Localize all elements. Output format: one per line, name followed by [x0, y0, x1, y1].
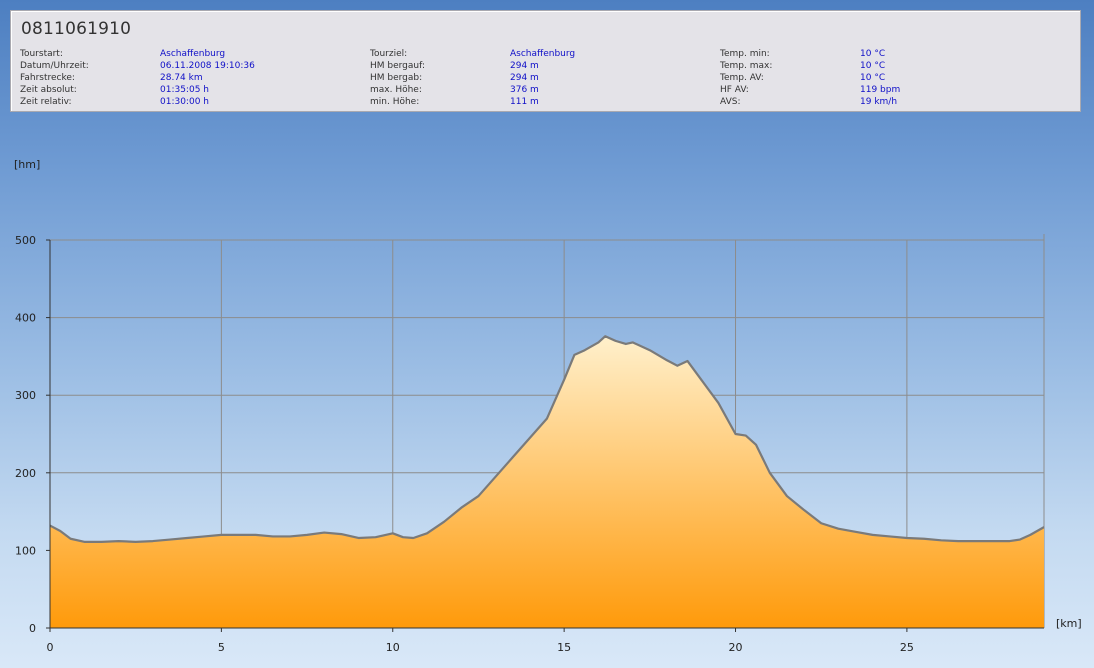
max-hoehe-label: max. Höhe: — [370, 85, 422, 95]
avs-label: AVS: — [720, 97, 741, 107]
info-row: Fahrstrecke: 28.74 km HM bergab: 294 m T… — [11, 72, 1080, 84]
y-tick-label: 100 — [15, 544, 36, 557]
temp-max-value: 10 °C — [860, 61, 886, 71]
y-tick-label: 0 — [29, 622, 36, 635]
min-hoehe-label: min. Höhe: — [370, 97, 420, 107]
y-axis-unit-label: [hm] — [14, 158, 40, 171]
x-tick-label: 25 — [900, 641, 914, 654]
tick-labels: 0 100 200 300 400 500 0 5 10 15 20 25 — [15, 234, 914, 654]
tour-info-grid: Tourstart: Aschaffenburg Tourziel: Ascha… — [11, 48, 1080, 108]
elevation-area — [50, 336, 1044, 628]
temp-min-value: 10 °C — [860, 49, 886, 59]
avs-value: 19 km/h — [860, 97, 898, 107]
y-tick-label: 300 — [15, 389, 36, 402]
hf-av-label: HF AV: — [720, 85, 749, 95]
zeit-relativ-value: 01:30:00 h — [160, 97, 209, 107]
tourziel-label: Tourziel: — [370, 49, 408, 59]
y-tick-label: 200 — [15, 467, 36, 480]
x-tick-label: 20 — [729, 641, 743, 654]
max-hoehe-value: 376 m — [510, 85, 539, 95]
temp-av-value: 10 °C — [860, 73, 886, 83]
info-row: Zeit absolut: 01:35:05 h max. Höhe: 376 … — [11, 84, 1080, 96]
fahrstrecke-value: 28.74 km — [160, 73, 203, 83]
datetime-value: 06.11.2008 19:10:36 — [160, 61, 255, 71]
x-tick-label: 0 — [47, 641, 54, 654]
hf-av-value: 119 bpm — [860, 85, 901, 95]
y-tick-label: 500 — [15, 234, 36, 247]
temp-min-label: Temp. min: — [720, 49, 770, 59]
tourziel-value: Aschaffenburg — [510, 49, 576, 59]
fahrstrecke-label: Fahrstrecke: — [20, 73, 75, 83]
tour-info-panel: 0811061910 Tourstart: Aschaffenburg Tour… — [10, 10, 1081, 112]
tour-id-title: 0811061910 — [21, 19, 132, 39]
hm-bergab-label: HM bergab: — [370, 73, 423, 83]
x-tick-label: 15 — [557, 641, 571, 654]
tourstart-value: Aschaffenburg — [160, 49, 226, 59]
hm-bergauf-label: HM bergauf: — [370, 61, 425, 71]
x-tick-label: 5 — [218, 641, 225, 654]
hm-bergauf-value: 294 m — [510, 61, 539, 71]
tourstart-label: Tourstart: — [20, 49, 63, 59]
datetime-label: Datum/Uhrzeit: — [20, 61, 89, 71]
zeit-relativ-label: Zeit relativ: — [20, 97, 72, 107]
x-tick-label: 10 — [386, 641, 400, 654]
info-row: Datum/Uhrzeit: 06.11.2008 19:10:36 HM be… — [11, 60, 1080, 72]
min-hoehe-value: 111 m — [510, 97, 539, 107]
axes — [46, 239, 1044, 632]
temp-av-label: Temp. AV: — [720, 73, 764, 83]
elevation-line — [49, 335, 1045, 543]
info-row: Zeit relativ: 01:30:00 h min. Höhe: 111 … — [11, 96, 1080, 108]
info-row: Tourstart: Aschaffenburg Tourziel: Ascha… — [11, 48, 1080, 60]
x-axis-unit-label: [km] — [1056, 617, 1082, 630]
zeit-absolut-value: 01:35:05 h — [160, 85, 209, 95]
y-tick-label: 400 — [15, 312, 36, 325]
hm-bergab-value: 294 m — [510, 73, 539, 83]
zeit-absolut-label: Zeit absolut: — [20, 85, 77, 95]
temp-max-label: Temp. max: — [720, 61, 773, 71]
